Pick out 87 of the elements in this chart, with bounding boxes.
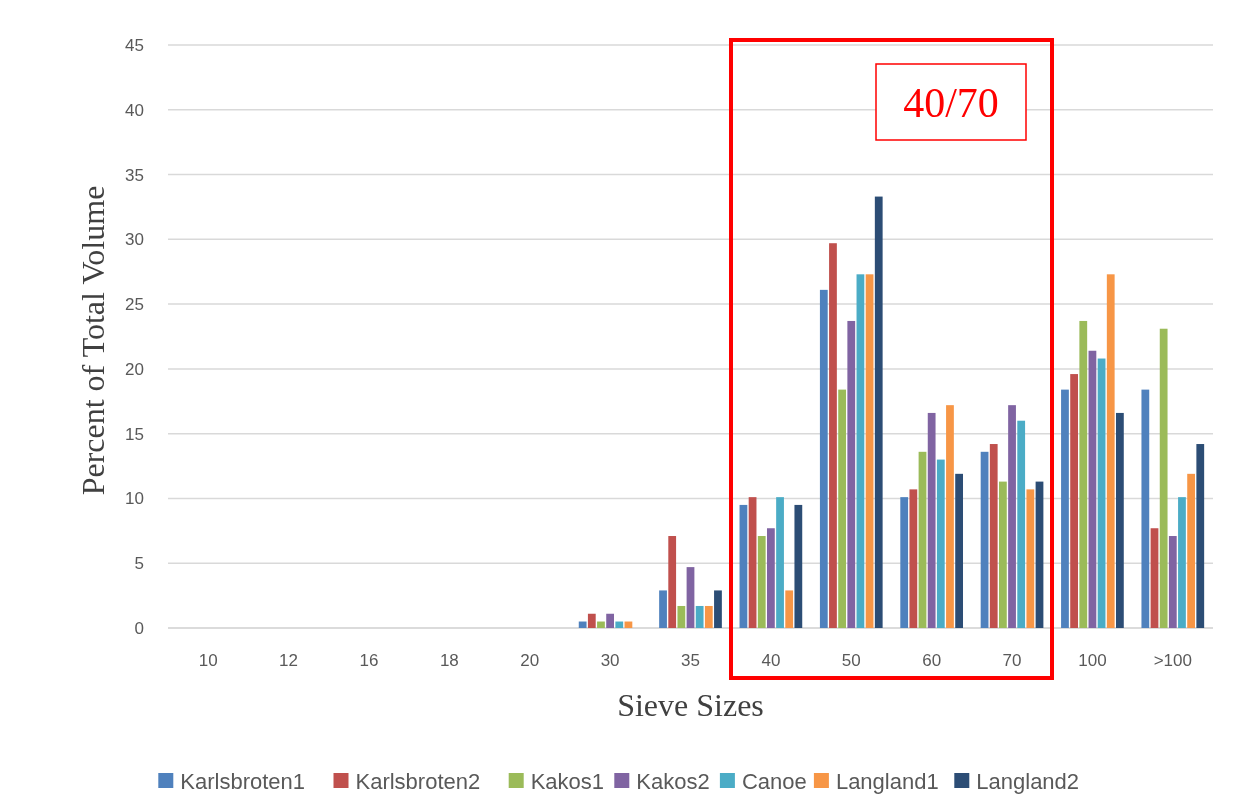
- x-tick-label: 18: [439, 651, 459, 670]
- bar: [1115, 412, 1124, 628]
- legend-label: Canoe: [741, 769, 807, 794]
- bar: [955, 473, 963, 628]
- bar: [1079, 320, 1088, 628]
- bar: [918, 451, 927, 628]
- legend-label: Langland2: [976, 769, 1080, 794]
- bar: [847, 320, 856, 628]
- x-tick-label: 16: [359, 651, 379, 670]
- x-tick-label: 35: [681, 651, 700, 670]
- x-tick-label: 70: [1002, 651, 1022, 670]
- x-tick-label: 60: [922, 651, 942, 670]
- x-tick-label: >100: [1153, 651, 1192, 670]
- x-tick-label: 30: [600, 651, 620, 670]
- legend-label: Karlsbroten1: [180, 769, 306, 794]
- bar: [1097, 358, 1106, 628]
- bar: [757, 536, 766, 628]
- y-tick-label: 45: [125, 35, 144, 55]
- bar: [1035, 481, 1044, 628]
- y-tick-label: 10: [125, 489, 144, 509]
- bar: [1061, 389, 1069, 628]
- y-tick-label: 40: [125, 100, 144, 120]
- y-axis-title: Percent of Total Volume: [75, 185, 111, 496]
- bar: [1017, 420, 1026, 628]
- x-tick-label: 100: [1078, 651, 1107, 670]
- bar: [714, 590, 722, 628]
- bar: [999, 481, 1007, 628]
- bar: [615, 621, 624, 628]
- bar: [1150, 528, 1159, 628]
- bar: [936, 459, 945, 628]
- bar: [1187, 473, 1195, 628]
- x-tick-label: 50: [841, 651, 861, 670]
- bar: [704, 605, 713, 628]
- x-axis-title: Sieve Sizes: [617, 687, 764, 723]
- bar: [829, 243, 837, 628]
- bar: [1168, 536, 1177, 628]
- bar: [946, 405, 954, 628]
- bar: [1008, 405, 1016, 628]
- bar: [587, 613, 596, 628]
- bar: [865, 274, 874, 628]
- y-tick-label: 35: [125, 165, 144, 185]
- annotation: 40/70: [903, 80, 999, 126]
- x-tick-label: 20: [520, 651, 540, 670]
- bar: [856, 274, 865, 628]
- legend-label: Langland1: [835, 769, 939, 794]
- bar: [1088, 350, 1097, 628]
- bar: [838, 389, 847, 628]
- bar: [819, 289, 828, 628]
- legend-label: Kakos1: [530, 769, 605, 794]
- bar: [785, 590, 794, 628]
- bar: [766, 528, 775, 628]
- bar: [989, 444, 998, 628]
- bar: [659, 590, 667, 628]
- y-tick-label: 25: [125, 295, 144, 315]
- bar: [748, 497, 757, 628]
- bar: [909, 489, 918, 628]
- y-tick-label: 15: [125, 424, 144, 444]
- bar: [794, 504, 803, 628]
- bar: [1196, 444, 1205, 628]
- bar: [1159, 328, 1168, 628]
- y-tick-label: 0: [134, 618, 144, 638]
- bar: [1178, 497, 1186, 628]
- bar: [677, 605, 686, 628]
- bar: [1070, 374, 1079, 628]
- bar: [668, 536, 677, 628]
- bar: [739, 504, 748, 628]
- x-tick-label: 12: [279, 651, 299, 670]
- bar: [1106, 274, 1115, 628]
- bar: [606, 613, 615, 628]
- x-tick-label: 40: [761, 651, 781, 670]
- bar: [980, 451, 989, 628]
- bar: [578, 621, 587, 628]
- y-tick-label: 20: [125, 359, 144, 379]
- bar: [686, 567, 695, 628]
- bar: [900, 497, 909, 628]
- bar: [776, 497, 784, 628]
- legend-label: Karlsbroten2: [355, 769, 481, 794]
- bar: [695, 605, 704, 628]
- legend-label: Kakos2: [636, 769, 710, 794]
- y-tick-label: 30: [125, 230, 144, 250]
- y-tick-label: 5: [134, 554, 144, 574]
- bar: [1026, 489, 1035, 628]
- bar: [597, 621, 605, 628]
- x-tick-label: 10: [198, 651, 218, 670]
- bar: [1141, 389, 1150, 628]
- bar: [874, 196, 883, 628]
- bar: [927, 412, 936, 628]
